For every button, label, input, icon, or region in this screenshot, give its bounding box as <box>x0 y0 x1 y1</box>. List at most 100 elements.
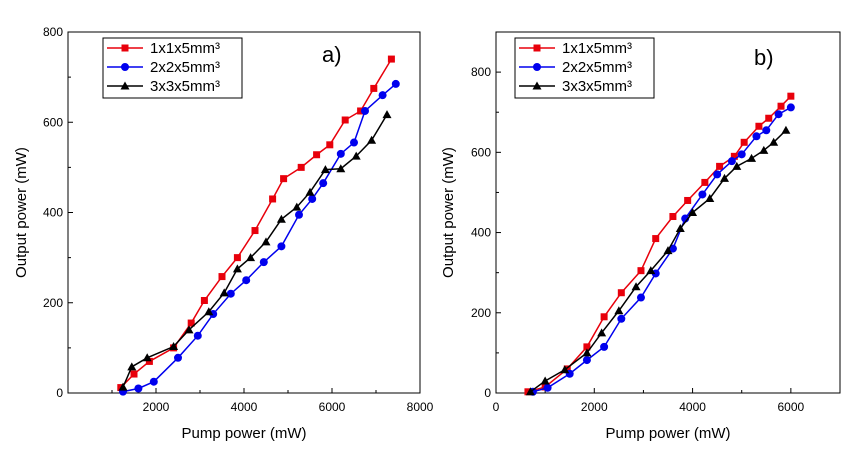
data-point-square <box>669 213 677 221</box>
y-tick-label: 800 <box>471 65 491 79</box>
data-point-triangle <box>292 202 302 211</box>
data-point-circle <box>378 91 387 100</box>
data-point-square <box>269 195 277 203</box>
series-line <box>527 95 792 393</box>
data-point-square <box>233 254 241 262</box>
data-point-triangle <box>747 153 757 162</box>
data-point-square <box>130 370 138 378</box>
data-point-triangle <box>305 187 315 196</box>
data-point-circle <box>727 157 736 166</box>
data-point-triangle <box>120 81 130 90</box>
x-tick-label: 8000 <box>407 400 434 414</box>
y-tick-label: 200 <box>471 306 491 320</box>
data-point-triangle <box>382 110 392 119</box>
data-point-square <box>583 343 591 351</box>
data-point-square <box>740 138 748 146</box>
data-point-circle <box>226 289 235 298</box>
panel-label: a) <box>322 42 342 67</box>
x-tick-label: 6000 <box>319 400 346 414</box>
data-point-circle <box>174 353 182 362</box>
x-tick-label: 6000 <box>778 400 805 414</box>
data-point-square <box>280 175 288 183</box>
data-point-circle <box>242 276 251 285</box>
data-point-square <box>200 296 208 304</box>
data-point-circle <box>600 342 609 351</box>
data-point-circle <box>361 106 369 115</box>
data-point-square <box>701 178 709 186</box>
data-point-triangle <box>118 382 128 391</box>
data-point-triangle <box>276 214 286 223</box>
data-point-square <box>716 162 724 170</box>
data-point-circle <box>617 314 626 323</box>
data-point-square <box>563 365 571 373</box>
series-3 <box>118 110 392 391</box>
legend: 1x1x5mm³ 2x2x5mm³ 3x3x5mm³ <box>514 37 655 99</box>
plot-frame <box>495 31 841 394</box>
data-point-triangle <box>367 135 377 144</box>
data-point-triangle <box>688 208 698 216</box>
data-point-circle <box>277 242 286 251</box>
legend-item: 2x2x5mm³ <box>519 59 632 76</box>
data-point-square <box>684 196 692 204</box>
data-point-triangle <box>675 224 685 233</box>
data-point-square <box>313 151 321 159</box>
series-2 <box>528 103 795 396</box>
data-point-circle <box>543 383 552 392</box>
x-tick-label: 2000 <box>143 400 170 414</box>
data-point-triangle <box>232 264 242 273</box>
data-point-triangle <box>631 282 641 291</box>
data-point-circle <box>762 126 771 135</box>
data-point-square <box>617 289 625 297</box>
data-point-triangle <box>320 165 330 174</box>
data-point-triangle <box>142 353 152 362</box>
data-point-circle <box>636 293 645 302</box>
data-point-square <box>600 313 608 321</box>
legend-item: 2x2x5mm³ <box>107 59 220 76</box>
y-axis-title: Output power (mW) <box>440 147 457 278</box>
data-point-triangle <box>540 376 550 385</box>
data-point-triangle <box>127 362 137 371</box>
data-point-square <box>121 44 129 52</box>
x-tick-label: 0 <box>493 400 500 414</box>
data-point-circle <box>193 331 202 340</box>
y-tick-label: 600 <box>471 145 491 159</box>
series-line <box>122 114 388 388</box>
y-tick-label: 800 <box>43 25 63 39</box>
data-point-square <box>755 122 763 130</box>
data-point-triangle <box>246 253 256 262</box>
legend-label: 2x2x5mm³ <box>562 59 632 76</box>
data-point-square <box>370 84 378 92</box>
data-point-circle <box>698 190 707 199</box>
data-point-triangle <box>525 387 535 396</box>
y-tick-label: 0 <box>56 386 63 400</box>
legend-item: 3x3x5mm³ <box>107 78 220 95</box>
data-point-triangle <box>261 237 271 246</box>
data-point-triangle <box>646 266 656 275</box>
data-point-circle <box>737 150 746 159</box>
data-point-circle <box>295 210 303 219</box>
legend-label: 3x3x5mm³ <box>562 78 632 95</box>
data-point-circle <box>308 194 317 203</box>
series-2 <box>119 79 400 396</box>
data-point-square <box>187 319 195 327</box>
data-point-circle <box>319 179 328 188</box>
data-point-triangle <box>169 342 179 351</box>
y-axis-title: Output power (mW) <box>13 147 30 278</box>
data-point-triangle <box>769 137 779 146</box>
series-line <box>529 129 787 393</box>
y-tick-label: 200 <box>43 296 63 310</box>
data-point-circle <box>582 356 591 365</box>
series-line <box>532 106 792 393</box>
data-point-square <box>357 107 365 115</box>
data-point-triangle <box>204 307 214 316</box>
data-point-square <box>777 102 785 110</box>
data-point-square <box>533 44 541 52</box>
legend-label: 1x1x5mm³ <box>562 40 632 57</box>
data-point-circle <box>121 63 129 71</box>
data-point-triangle <box>720 173 730 182</box>
x-axis-title: Pump power (mW) <box>181 425 306 442</box>
data-point-square <box>787 92 795 100</box>
data-point-triangle <box>582 348 592 357</box>
data-point-triangle <box>597 328 607 337</box>
